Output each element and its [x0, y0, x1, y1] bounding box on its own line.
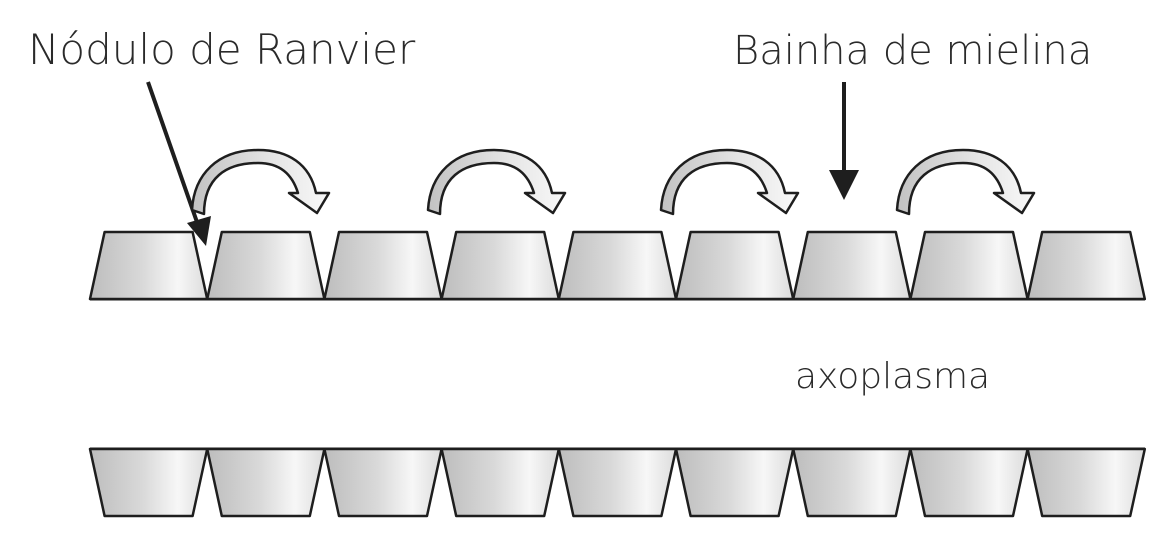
myelin-sheath-label: Bainha de mielina	[733, 28, 1092, 74]
lower-myelin-sheath	[88, 447, 1147, 518]
lower-myelin-segment	[323, 447, 443, 518]
saltatory-jump-arrow	[190, 148, 331, 216]
upper-myelin-sheath	[88, 230, 1147, 301]
upper-myelin-segment	[440, 230, 561, 301]
upper-myelin-segment	[88, 230, 209, 301]
upper-myelin-segment	[791, 230, 912, 301]
node-of-ranvier-pointer-arrow	[146, 81, 211, 246]
jump-arrow-shape	[659, 148, 800, 216]
saltatory-jump-arrow	[895, 148, 1036, 216]
lower-myelin-segment	[205, 447, 326, 518]
lower-myelin-segment	[674, 447, 795, 518]
myelin-sheath-pointer-arrow	[829, 82, 859, 200]
lower-myelin-segment	[557, 447, 678, 518]
saltatory-jump-arrow	[426, 148, 567, 216]
jump-arrow-shape	[895, 148, 1036, 216]
saltatory-jump-arrow	[659, 148, 800, 216]
axoplasm-label: axoplasma	[795, 356, 990, 397]
lower-myelin-segment	[909, 447, 1029, 518]
upper-myelin-segment	[909, 230, 1029, 301]
upper-myelin-segment	[557, 230, 678, 301]
upper-myelin-segment	[205, 230, 326, 301]
upper-myelin-segment	[1026, 230, 1147, 301]
lower-myelin-segment	[440, 447, 561, 518]
jump-arrow-shape	[190, 148, 331, 216]
upper-myelin-segment	[674, 230, 795, 301]
lower-myelin-segment	[88, 447, 209, 518]
lower-myelin-segment	[1026, 447, 1147, 518]
lower-myelin-segment	[791, 447, 912, 518]
saltatory-conduction-arrows	[190, 148, 1036, 216]
node-of-ranvier-label: Nódulo de Ranvier	[28, 25, 416, 74]
jump-arrow-shape	[426, 148, 567, 216]
upper-myelin-segment	[323, 230, 443, 301]
